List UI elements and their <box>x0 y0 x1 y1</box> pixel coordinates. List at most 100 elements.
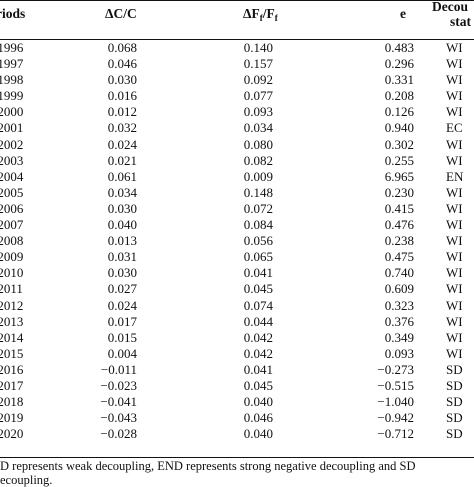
df-cell: 0.080 <box>243 136 273 152</box>
e-cell: −1.040 <box>377 394 414 410</box>
period-cell: −1999 <box>0 88 24 104</box>
e-cell: 0.126 <box>384 104 414 120</box>
period-cell: −2004 <box>0 168 24 184</box>
period-cell: −2012 <box>0 297 24 313</box>
period-cell: −2009 <box>0 249 24 265</box>
df-cell: 0.009 <box>243 168 273 184</box>
dc-cell: 0.016 <box>107 88 137 104</box>
table-row: −2007 0.040 0.084 0.476 WI <box>0 217 474 233</box>
footnote-line-1: D represents weak decoupling, END repres… <box>0 459 416 473</box>
table-row: −1998 0.030 0.092 0.331 WI <box>0 72 474 88</box>
dc-cell: 0.021 <box>107 152 137 168</box>
df-cell: 0.148 <box>243 184 273 200</box>
e-cell: 6.965 <box>384 168 414 184</box>
table-row: −1997 0.046 0.157 0.296 WI <box>0 56 474 72</box>
header-rule <box>0 39 474 40</box>
period-cell: −2008 <box>0 233 24 249</box>
df-cell: 0.157 <box>243 56 273 72</box>
e-cell: 0.255 <box>384 152 414 168</box>
df-cell: 0.082 <box>243 152 273 168</box>
table-row: −2006 0.030 0.072 0.415 WI <box>0 201 474 217</box>
e-cell: 0.376 <box>384 313 414 329</box>
status-cell: WI <box>446 265 463 281</box>
period-cell: −1998 <box>0 72 24 88</box>
df-cell: 0.084 <box>243 217 273 233</box>
e-cell: 0.349 <box>384 329 414 345</box>
df-cell: 0.072 <box>243 200 273 216</box>
df-cell: 0.045 <box>243 281 273 297</box>
dc-cell: 0.046 <box>107 56 137 72</box>
status-cell: WI <box>446 136 463 152</box>
period-cell: −2000 <box>0 104 24 120</box>
top-rule <box>0 0 474 1</box>
header-periods: riods <box>0 6 26 21</box>
dc-cell: 0.034 <box>107 184 137 200</box>
status-cell: WI <box>446 329 463 345</box>
status-cell: SD <box>446 361 463 377</box>
status-cell: WI <box>446 345 463 361</box>
df-cell: 0.074 <box>243 297 273 313</box>
df-cell: 0.040 <box>243 394 273 410</box>
period-cell: −2010 <box>0 265 24 281</box>
table-row: −2020 −0.028 0.040 −0.712 SD <box>0 426 474 442</box>
dc-cell: 0.015 <box>107 329 137 345</box>
period-cell: −1997 <box>0 56 24 72</box>
table-row: −1996 0.068 0.140 0.483 WI <box>0 40 474 56</box>
status-cell: WI <box>446 88 463 104</box>
status-cell: EC <box>446 120 463 136</box>
e-cell: 0.740 <box>384 265 414 281</box>
table-row: −2012 0.024 0.074 0.323 WI <box>0 298 474 314</box>
table-row: −2011 0.027 0.045 0.609 WI <box>0 281 474 297</box>
table-row: −1999 0.016 0.077 0.208 WI <box>0 88 474 104</box>
status-cell: WI <box>446 104 463 120</box>
table-row: −2002 0.024 0.080 0.302 WI <box>0 137 474 153</box>
status-cell: WI <box>446 297 463 313</box>
status-cell: WI <box>446 249 463 265</box>
table-row: −2019 −0.043 0.046 −0.942 SD <box>0 410 474 426</box>
df-cell: 0.056 <box>243 233 273 249</box>
status-cell: WI <box>446 233 463 249</box>
status-cell: WI <box>446 200 463 216</box>
status-cell: WI <box>446 217 463 233</box>
df-cell: 0.044 <box>243 313 273 329</box>
dc-cell: 0.017 <box>107 313 137 329</box>
period-cell: −2016 <box>0 361 24 377</box>
table-body: −1996 0.068 0.140 0.483 WI −1997 0.046 0.157 0.2… <box>0 40 474 442</box>
e-cell: 0.296 <box>384 56 414 72</box>
e-cell: 0.475 <box>384 249 414 265</box>
period-cell: −2011 <box>0 281 23 297</box>
status-cell: SD <box>446 426 463 442</box>
e-cell: −0.712 <box>377 426 414 442</box>
e-cell: −0.515 <box>377 377 414 393</box>
period-cell: −2005 <box>0 184 24 200</box>
period-cell: −2002 <box>0 136 24 152</box>
header-df-over-f: ΔFf/Ff <box>243 6 278 23</box>
header-status-line2: stat <box>450 14 471 29</box>
df-cell: 0.042 <box>243 329 273 345</box>
e-cell: 0.323 <box>384 297 414 313</box>
header-dc-over-c: ΔC/C <box>105 6 137 21</box>
period-cell: −2015 <box>0 345 24 361</box>
status-cell: WI <box>446 184 463 200</box>
status-cell: EN <box>446 168 464 184</box>
e-cell: 0.940 <box>384 120 414 136</box>
df-cell: 0.046 <box>243 410 273 426</box>
status-cell: WI <box>446 281 463 297</box>
df-cell: 0.077 <box>243 88 273 104</box>
dc-cell: 0.030 <box>107 72 137 88</box>
period-cell: −2018 <box>0 394 24 410</box>
e-cell: 0.238 <box>384 233 414 249</box>
e-cell: 0.208 <box>384 88 414 104</box>
df-cell: 0.045 <box>243 377 273 393</box>
status-cell: SD <box>446 377 463 393</box>
table-row: −2004 0.061 0.009 6.965 EN <box>0 169 474 185</box>
dc-cell: 0.030 <box>107 265 137 281</box>
table-row: −2010 0.030 0.041 0.740 WI <box>0 265 474 281</box>
df-cell: 0.041 <box>243 265 273 281</box>
table-row: −2005 0.034 0.148 0.230 WI <box>0 185 474 201</box>
dc-cell: −0.011 <box>100 361 137 377</box>
table-row: −2003 0.021 0.082 0.255 WI <box>0 153 474 169</box>
status-cell: SD <box>446 410 463 426</box>
df-cell: 0.041 <box>243 361 273 377</box>
